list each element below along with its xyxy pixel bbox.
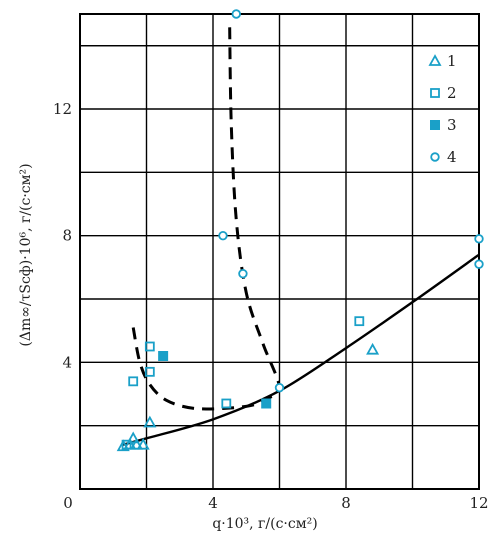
x-tick-label: 8 bbox=[341, 494, 351, 512]
data-point-series-4 bbox=[474, 234, 484, 244]
data-point-series-1 bbox=[366, 342, 380, 355]
y-tick-label: 8 bbox=[62, 227, 72, 245]
legend-bg bbox=[423, 51, 469, 73]
data-point-series-2 bbox=[144, 341, 155, 352]
data-points bbox=[116, 9, 484, 452]
data-point-series-3 bbox=[261, 398, 272, 409]
legend-marker-2 bbox=[430, 88, 440, 98]
data-point-series-1 bbox=[129, 437, 144, 450]
x-tick-label: 12 bbox=[469, 494, 488, 512]
legend-bg bbox=[423, 83, 469, 105]
y-tick-label: 12 bbox=[53, 100, 72, 118]
y-axis-label: (Δm∞/τSсф)·10⁶, г/(с·см²) bbox=[18, 163, 34, 346]
y-tick-label: 4 bbox=[62, 353, 72, 371]
data-point-series-2 bbox=[144, 366, 155, 377]
legend-marker-4 bbox=[430, 152, 440, 162]
data-point-series-2 bbox=[354, 316, 365, 327]
legend-label: 3 bbox=[447, 116, 457, 134]
data-point-series-2 bbox=[121, 439, 132, 450]
legend-label: 1 bbox=[447, 52, 457, 70]
legend-marker-1 bbox=[428, 54, 442, 66]
data-point-series-4 bbox=[474, 259, 484, 269]
dashed-curve bbox=[131, 23, 281, 411]
data-point-series-1 bbox=[143, 415, 157, 428]
legend-label: 4 bbox=[447, 148, 457, 166]
data-point-series-4 bbox=[238, 268, 248, 279]
data-point-series-1 bbox=[136, 437, 150, 450]
legend-bg bbox=[423, 115, 469, 137]
data-point-series-4 bbox=[218, 230, 228, 241]
legend: 1 2 3 4 bbox=[423, 51, 469, 169]
legend-bg bbox=[423, 147, 469, 169]
solid-curve bbox=[122, 253, 480, 446]
legend-marker-3 bbox=[430, 120, 440, 130]
legend-label: 2 bbox=[447, 84, 457, 102]
data-point-series-2 bbox=[221, 398, 232, 409]
data-point-series-4 bbox=[231, 9, 241, 19]
data-point-series-2 bbox=[128, 376, 139, 387]
x-axis-label: q·10³, г/(с·см²) bbox=[212, 516, 317, 532]
grid bbox=[79, 13, 480, 490]
x-tick-label: 4 bbox=[208, 494, 218, 512]
data-point-series-1 bbox=[126, 431, 140, 444]
tick-labels: 0 4 8 12 4 8 12 bbox=[53, 100, 489, 512]
data-point-series-3 bbox=[158, 351, 169, 361]
x-tick-label: 0 bbox=[63, 494, 73, 512]
data-point-series-4 bbox=[274, 382, 285, 393]
